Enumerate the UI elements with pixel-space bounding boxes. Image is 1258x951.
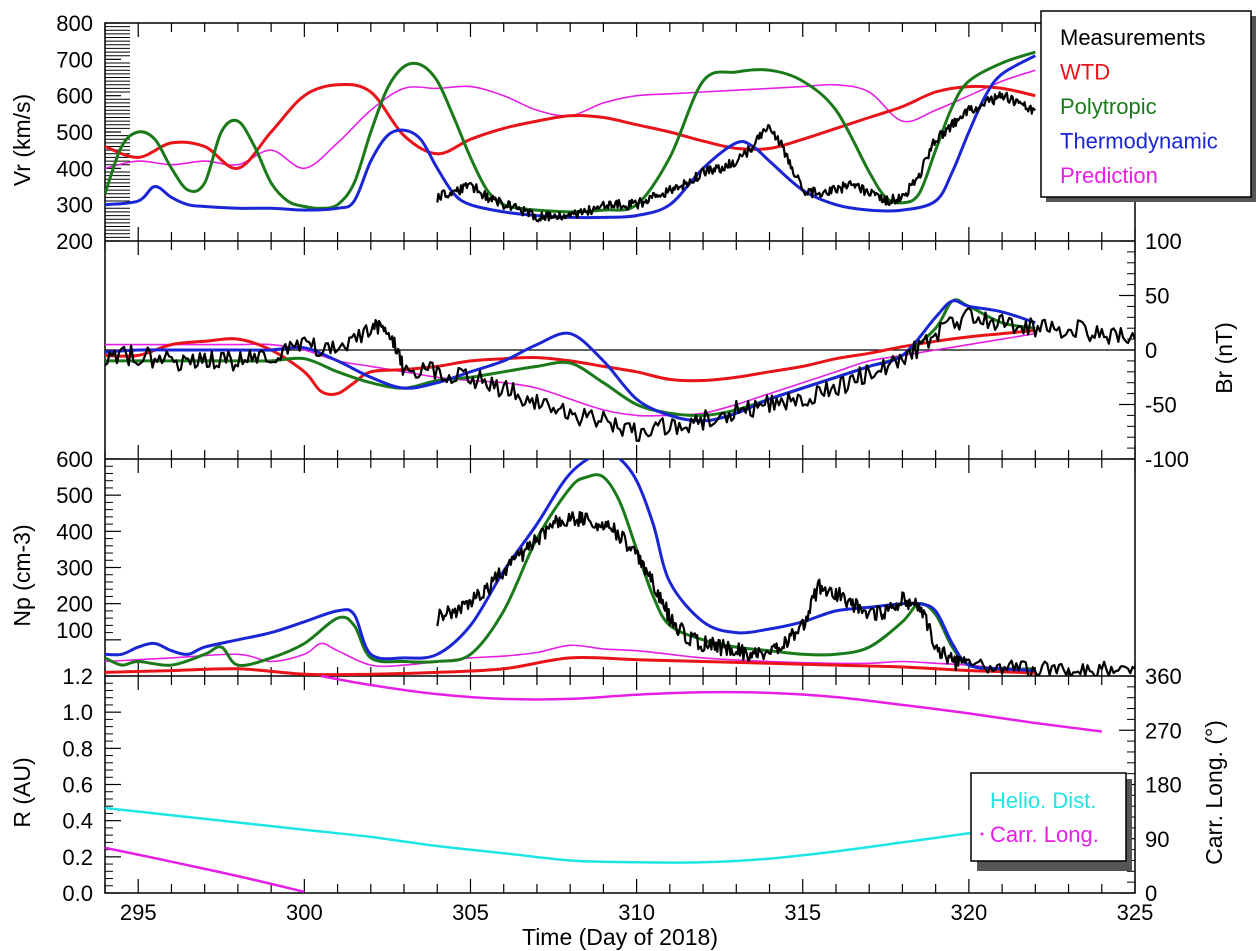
legend-marker	[980, 832, 984, 836]
series-line	[105, 332, 1036, 417]
y-tick-label: 1.2	[62, 664, 93, 689]
series-line	[105, 54, 1037, 220]
y2-tick-label: 0	[1145, 881, 1157, 906]
y-tick-label: 500	[56, 483, 93, 508]
series-line	[105, 69, 1036, 170]
y-tick-label: 100	[1145, 229, 1182, 254]
y-tick-label: 600	[56, 447, 93, 472]
y-tick-label: 400	[56, 519, 93, 544]
legend-box	[1040, 10, 1252, 198]
y2-tick-label: 90	[1145, 827, 1169, 852]
legend-box	[970, 772, 1127, 862]
legend-entry: Carr. Long.	[990, 822, 1099, 847]
y-tick-label: 0.4	[62, 809, 93, 834]
legend-entry: Helio. Dist.	[990, 788, 1096, 813]
legend-entry: Thermodynamic	[1060, 129, 1218, 154]
x-tick-label: 325	[1117, 900, 1154, 925]
legend-top: Measurements WTD Polytropic Thermodynamic Pr…	[1040, 10, 1256, 202]
y2-tick-label: 270	[1145, 718, 1182, 743]
series-line	[105, 82, 1036, 170]
x-tick-label: 315	[784, 900, 821, 925]
x-tick-label: 305	[452, 900, 489, 925]
y-tick-label: 0.2	[62, 845, 93, 870]
y-tick-label: -100	[1145, 447, 1189, 472]
series-line	[105, 642, 1036, 672]
x-tick-label: 320	[951, 900, 988, 925]
y-tick-label: 0.8	[62, 736, 93, 761]
x-tick-label: 300	[286, 900, 323, 925]
y-axis-label: R (AU)	[9, 757, 35, 827]
legend-entry: Polytropic	[1060, 94, 1157, 119]
series-line	[104, 806, 1036, 864]
y-tick-label: 100	[56, 618, 93, 643]
series-line	[105, 299, 1036, 423]
y-axis-label: Br (nT)	[1211, 322, 1237, 394]
x-axis-label: Time (Day of 2018)	[522, 924, 718, 950]
y-tick-label: 600	[56, 84, 93, 109]
br-panel: -100 -50 0 50 100 Br (nT)	[104, 229, 1237, 472]
legend-entry: Prediction	[1060, 163, 1158, 188]
y-tick-label: 300	[56, 193, 93, 218]
y-tick-label: 800	[56, 11, 93, 36]
orbit-panel: 0.0 0.2 0.4 0.6 0.8 1.0 1.2 R (AU) 0 90 180 270 360 C…	[9, 664, 1227, 950]
series-line	[436, 91, 1036, 223]
y2-tick-label: 360	[1145, 664, 1182, 689]
series-line	[105, 473, 1036, 671]
series-line	[105, 655, 1036, 676]
y-tick-label: 700	[56, 47, 93, 72]
y-tick-label: 50	[1145, 284, 1169, 309]
series-line	[105, 459, 1036, 673]
series-line	[105, 50, 1036, 214]
vr-panel: 200 300 400 500 600 700 800 Vr (km/s)	[9, 11, 1136, 254]
y-axis-label: Vr (km/s)	[9, 94, 35, 186]
legend-entry: Measurements	[1060, 25, 1206, 50]
y-axis-label: Np (cm-3)	[9, 524, 35, 626]
legend-entry: WTD	[1060, 60, 1110, 85]
y-tick-label: 400	[56, 156, 93, 181]
x-tick-label: 310	[618, 900, 655, 925]
series-line	[105, 306, 1135, 442]
y-tick-label: 200	[56, 229, 93, 254]
series-line	[320, 674, 1102, 733]
series-line	[436, 510, 1135, 676]
y-tick-label: 200	[56, 592, 93, 617]
y2-axis-label: Carr. Long. (°)	[1201, 720, 1227, 865]
y-tick-label: 1.0	[62, 700, 93, 725]
y-tick-label: 500	[56, 120, 93, 145]
x-tick-label: 295	[120, 900, 157, 925]
y-tick-label: -50	[1145, 393, 1177, 418]
y-tick-label: 0.6	[62, 773, 93, 798]
y-tick-label: 0	[1145, 338, 1157, 363]
y2-tick-label: 180	[1145, 773, 1182, 798]
series-line	[104, 846, 305, 894]
y-tick-label: 300	[56, 556, 93, 581]
legend-bottom: Helio. Dist. Carr. Long.	[970, 772, 1132, 871]
y-tick-label: 0.0	[62, 881, 93, 906]
